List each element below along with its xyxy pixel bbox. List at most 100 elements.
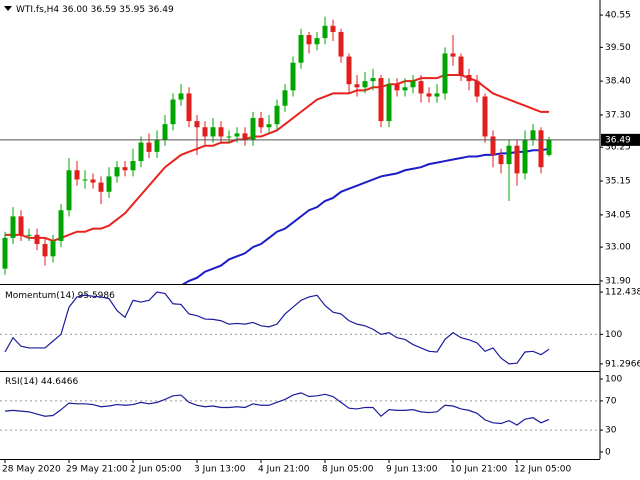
candle-body <box>386 84 392 122</box>
last-low: 35.95 <box>119 5 145 15</box>
candle-body <box>218 127 224 137</box>
last-high: 36.59 <box>91 5 117 15</box>
candle-body <box>450 53 456 57</box>
y-tick-label: 38.40 <box>605 77 631 87</box>
candle-body <box>434 93 440 97</box>
y-tick-label: 35.15 <box>605 177 631 187</box>
candle-body <box>186 93 192 122</box>
x-tick-label: 4 Jun 21:00 <box>258 465 310 475</box>
candle-body <box>130 161 136 171</box>
candle-body <box>138 142 144 162</box>
candle-body <box>226 136 232 138</box>
indicator-value: 44.6466 <box>41 377 78 387</box>
candle-body <box>378 78 384 122</box>
candle-body <box>242 133 248 140</box>
y-tick-label: 36.25 <box>605 143 631 153</box>
candle-body <box>18 216 24 235</box>
candle-body <box>74 170 80 180</box>
indicator-name: RSI(14) <box>5 377 38 387</box>
momentum-header: Momentum(14) 95.5986 <box>5 291 115 301</box>
candle-body <box>418 81 424 94</box>
candle-body <box>490 136 496 155</box>
candle-body <box>274 105 280 125</box>
y-tick-label: 34.05 <box>605 210 631 220</box>
moving-average <box>181 147 550 284</box>
candle-body <box>154 139 160 152</box>
candle-body <box>482 96 488 137</box>
candle-body <box>426 93 432 97</box>
x-tick-label: 12 Jun 05:00 <box>514 465 571 475</box>
candle-body <box>442 53 448 94</box>
candle-body <box>170 99 176 125</box>
current-price-label: 36.49 <box>605 135 631 145</box>
y-tick-label: 39.50 <box>605 43 631 53</box>
indicator-value: 95.5986 <box>78 291 115 301</box>
candle-body <box>522 139 528 174</box>
candle-body <box>394 84 400 91</box>
candle-body <box>354 84 360 88</box>
candle-body <box>50 240 56 257</box>
x-tick-label: 2 Jun 05:00 <box>130 465 182 475</box>
candle-body <box>466 74 472 82</box>
candle-body <box>178 93 184 100</box>
candle-body <box>10 216 16 238</box>
x-tick-label: 28 May 2020 <box>2 465 61 475</box>
candle-body <box>98 182 104 192</box>
x-tick-label: 29 May 21:00 <box>66 465 128 475</box>
symbol: WTI.fs,H4 <box>16 5 59 15</box>
menu-icon <box>4 6 12 11</box>
candle-body <box>106 176 112 192</box>
x-tick-label: 8 Jun 05:00 <box>322 465 374 475</box>
candle-body <box>210 127 216 137</box>
candle-body <box>234 133 240 137</box>
candle-body <box>26 234 32 236</box>
candle-body <box>290 62 296 91</box>
candle-body <box>2 237 8 269</box>
candle-body <box>122 167 128 171</box>
candle-body <box>506 145 512 165</box>
y-tick-label: 100 <box>605 375 622 385</box>
candle-body <box>410 81 416 88</box>
candle-body <box>250 118 256 140</box>
candle-body <box>42 244 48 257</box>
last-open: 36.00 <box>62 5 88 15</box>
y-tick-label: 33.00 <box>605 243 631 253</box>
candle-body <box>146 142 152 152</box>
candle-body <box>282 90 288 106</box>
y-tick-label: 91.2966 <box>605 359 640 369</box>
candle-body <box>402 87 408 91</box>
candle-body <box>330 25 336 32</box>
candle-body <box>66 170 72 211</box>
candle-body <box>82 179 88 181</box>
candle-body <box>314 38 320 45</box>
candle-body <box>370 78 376 82</box>
y-tick-label: 112.4384 <box>605 288 640 298</box>
main-plot <box>2 16 552 284</box>
candle-body <box>202 127 208 137</box>
x-tick-label: 3 Jun 13:00 <box>194 465 246 475</box>
chart-header: WTI.fs,H4 36.00 36.59 35.95 36.49 <box>16 5 174 15</box>
candle-body <box>266 124 272 128</box>
candle-body <box>346 56 352 85</box>
candle-body <box>474 81 480 97</box>
indicator-line <box>4 291 550 365</box>
candle-body <box>258 118 264 128</box>
candle-body <box>322 25 328 39</box>
candle-body <box>90 179 96 183</box>
y-tick-label: 30 <box>605 426 617 436</box>
indicator-name: Momentum(14) <box>5 291 75 301</box>
candle-body <box>538 130 544 168</box>
y-tick-label: 40.55 <box>605 11 631 21</box>
y-tick-label: 100 <box>605 330 622 340</box>
candle-body <box>514 145 520 174</box>
candle-body <box>114 167 120 177</box>
candle-body <box>194 121 200 128</box>
x-tick-label: 10 Jun 21:00 <box>450 465 507 475</box>
rsi-header: RSI(14) 44.6466 <box>5 377 78 387</box>
candle-body <box>530 130 536 140</box>
candle-body <box>498 154 504 165</box>
candle-body <box>34 234 40 245</box>
candle-body <box>458 56 464 75</box>
